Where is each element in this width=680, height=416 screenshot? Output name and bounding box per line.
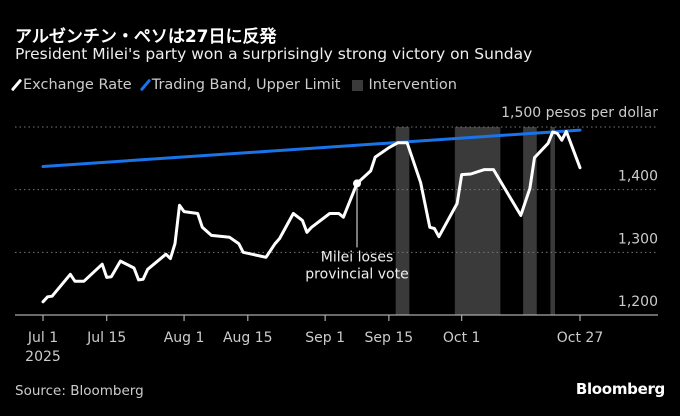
x-tick-label: Oct 1 <box>443 330 481 346</box>
intervention-bar <box>550 127 555 315</box>
x-tick-sublabel: 2025 <box>25 349 61 365</box>
y-tick-label: 1,300 <box>618 231 658 247</box>
x-tick-label: Jul 1 <box>27 330 58 346</box>
x-tick-label: Aug 15 <box>223 330 273 346</box>
legend-label: Exchange Rate <box>23 77 132 93</box>
source-note: Source: Bloomberg <box>15 383 144 399</box>
bloomberg-logo: Bloomberg <box>575 380 665 398</box>
annotation-label: provincial vote <box>305 266 408 282</box>
y-tick-label: 1,200 <box>618 294 658 310</box>
annotation-dot <box>353 179 362 188</box>
intervention-bar <box>454 127 501 315</box>
legend-intervention: Intervention <box>352 77 457 93</box>
chart-subtitle: President Milei's party won a surprising… <box>15 45 533 63</box>
legend: Exchange Rate Trading Band, Upper Limit … <box>10 77 461 93</box>
x-tick-label: Oct 27 <box>557 330 603 346</box>
y-unit-label: 1,500 pesos per dollar <box>501 105 658 121</box>
legend-swatch-gray-box <box>352 79 364 91</box>
annotation-label: Milei loses <box>321 249 393 265</box>
x-tick-label: Sep 1 <box>305 330 345 346</box>
x-tick-label: Jul 15 <box>86 330 126 346</box>
exchange-rate-line <box>41 129 582 304</box>
intervention-bar <box>395 127 410 315</box>
intervention-bar <box>523 127 537 315</box>
legend-label: Intervention <box>368 77 457 93</box>
trading-band-line <box>41 128 582 168</box>
x-tick-label: Aug 1 <box>164 330 205 346</box>
legend-exchange-rate: Exchange Rate <box>10 77 132 93</box>
y-tick-label: 1,400 <box>618 169 658 185</box>
chart-title: アルゼンチン・ペソは27日に反発 <box>15 27 277 47</box>
legend-label: Trading Band, Upper Limit <box>151 77 341 93</box>
x-tick-label: Sep 15 <box>365 330 414 346</box>
legend-trading-band: Trading Band, Upper Limit <box>139 77 341 93</box>
